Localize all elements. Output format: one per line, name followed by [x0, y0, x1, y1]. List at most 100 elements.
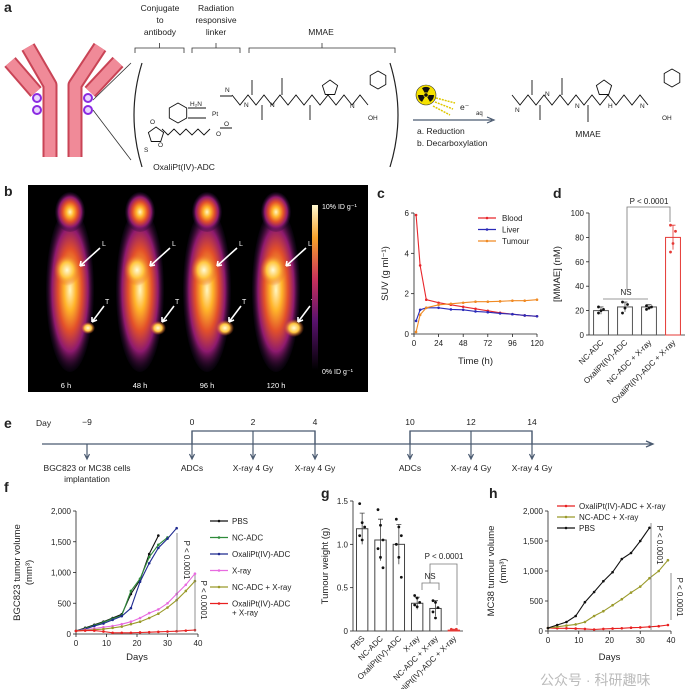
trefoil-blade — [422, 86, 430, 93]
timepoint-label: 96 h — [200, 381, 215, 390]
replicate-point — [671, 242, 675, 245]
replicate-point — [623, 306, 627, 310]
replicate-point — [449, 628, 453, 632]
panel-label: a — [4, 0, 12, 15]
replicate-point — [360, 521, 364, 525]
series-oxalipt-iv-adc-x-ray — [546, 623, 670, 631]
timeline-day-label: 12 — [466, 417, 476, 427]
replicate-point — [394, 517, 398, 521]
liver-marker: L — [172, 241, 176, 248]
atom-label: O — [216, 131, 221, 138]
y-axis-unit: (mm³) — [24, 560, 35, 585]
panel-label: h — [489, 485, 498, 501]
liver-arrow-icon — [285, 247, 307, 267]
timeline-event-arrow-icon — [406, 431, 414, 461]
liver-marker: L — [308, 241, 312, 248]
data-point — [129, 622, 133, 626]
data-point — [418, 308, 422, 312]
replicate-point — [647, 306, 651, 310]
timeline-event-label: X-ray 4 Gy — [295, 463, 336, 473]
replicate-point — [597, 311, 600, 315]
data-point — [147, 616, 151, 620]
tumour-arrow-icon — [91, 305, 105, 323]
electron-label: e⁻ — [460, 102, 470, 112]
y-axis-label: SUV (g ml⁻¹) — [380, 246, 391, 301]
data-point — [546, 626, 550, 630]
atom-label: N — [244, 102, 249, 109]
timeline-event-arrow-icon — [83, 444, 91, 461]
step-reduction: a. Reduction — [417, 126, 465, 136]
colorbar-min: 0% ID g⁻¹ — [322, 369, 354, 376]
series-line — [547, 624, 668, 631]
replicate-point — [418, 601, 422, 604]
data-point — [498, 300, 502, 303]
timeline-day-label: 10 — [405, 417, 415, 427]
treatment-cycle-bracket — [191, 430, 533, 444]
legend-marker — [217, 519, 221, 523]
region-brace — [134, 43, 185, 53]
data-point — [129, 620, 133, 623]
y-tick-label: 0 — [580, 331, 585, 340]
data-point — [657, 569, 660, 573]
data-point — [111, 631, 114, 635]
timepoint-label: 6 h — [61, 381, 71, 390]
x-tick-label: 72 — [483, 339, 492, 348]
data-point — [166, 537, 169, 540]
data-point — [138, 631, 142, 634]
data-point — [583, 600, 587, 604]
bar — [665, 236, 681, 336]
data-point — [611, 627, 614, 630]
y-tick-label: 1,500 — [51, 538, 72, 547]
significance-bracket — [429, 563, 458, 625]
timeline-event-arrow-icon — [249, 431, 257, 461]
series-line — [75, 629, 195, 634]
panel-e-timeline: Day implantation — [36, 418, 110, 484]
legend-marker — [564, 526, 568, 530]
data-point — [184, 589, 188, 593]
replicate-point — [358, 534, 362, 538]
panel-label: f — [4, 479, 9, 495]
y-tick-label: 500 — [58, 599, 72, 608]
radiation-ray — [435, 97, 456, 104]
data-point — [574, 623, 577, 626]
liver-uptake — [124, 254, 150, 286]
data-point — [129, 589, 133, 593]
y-tick-label: 6 — [405, 209, 410, 218]
data-point — [565, 624, 568, 627]
timeline-event-label: X-ray 4 Gy — [512, 463, 553, 473]
data-point — [648, 526, 651, 530]
tumour-uptake — [216, 320, 234, 336]
liver-marker: L — [239, 241, 243, 248]
series-tumour — [414, 298, 539, 334]
legend-marker — [217, 569, 221, 572]
data-point — [147, 555, 151, 559]
liver-arrow-icon — [149, 247, 171, 267]
legend-marker — [485, 216, 489, 220]
data-point — [461, 305, 465, 309]
data-point — [535, 314, 539, 318]
data-point — [666, 623, 670, 627]
series-line — [547, 559, 669, 629]
legend-marker — [217, 552, 221, 556]
x-tick-label: 96 — [508, 339, 517, 348]
data-point — [129, 606, 133, 610]
data-point — [184, 629, 188, 632]
replicate-point — [413, 603, 417, 607]
data-point — [102, 630, 105, 633]
data-point — [648, 625, 651, 629]
y-axis-label: MC38 tumour volume — [486, 526, 497, 617]
antibody-icon — [4, 42, 124, 157]
y-tick-label: 1.0 — [337, 540, 349, 549]
y-tick-label: 2 — [405, 290, 410, 299]
data-point — [474, 307, 477, 311]
replicate-point — [379, 523, 382, 527]
data-point — [425, 306, 428, 310]
data-point — [449, 302, 453, 306]
mouse-head — [125, 192, 155, 232]
legend-marker — [485, 239, 489, 243]
legend-marker — [217, 536, 221, 539]
zoom-lines — [92, 62, 132, 161]
data-point — [147, 611, 151, 615]
replicate-point — [436, 606, 440, 609]
data-point — [138, 580, 142, 584]
